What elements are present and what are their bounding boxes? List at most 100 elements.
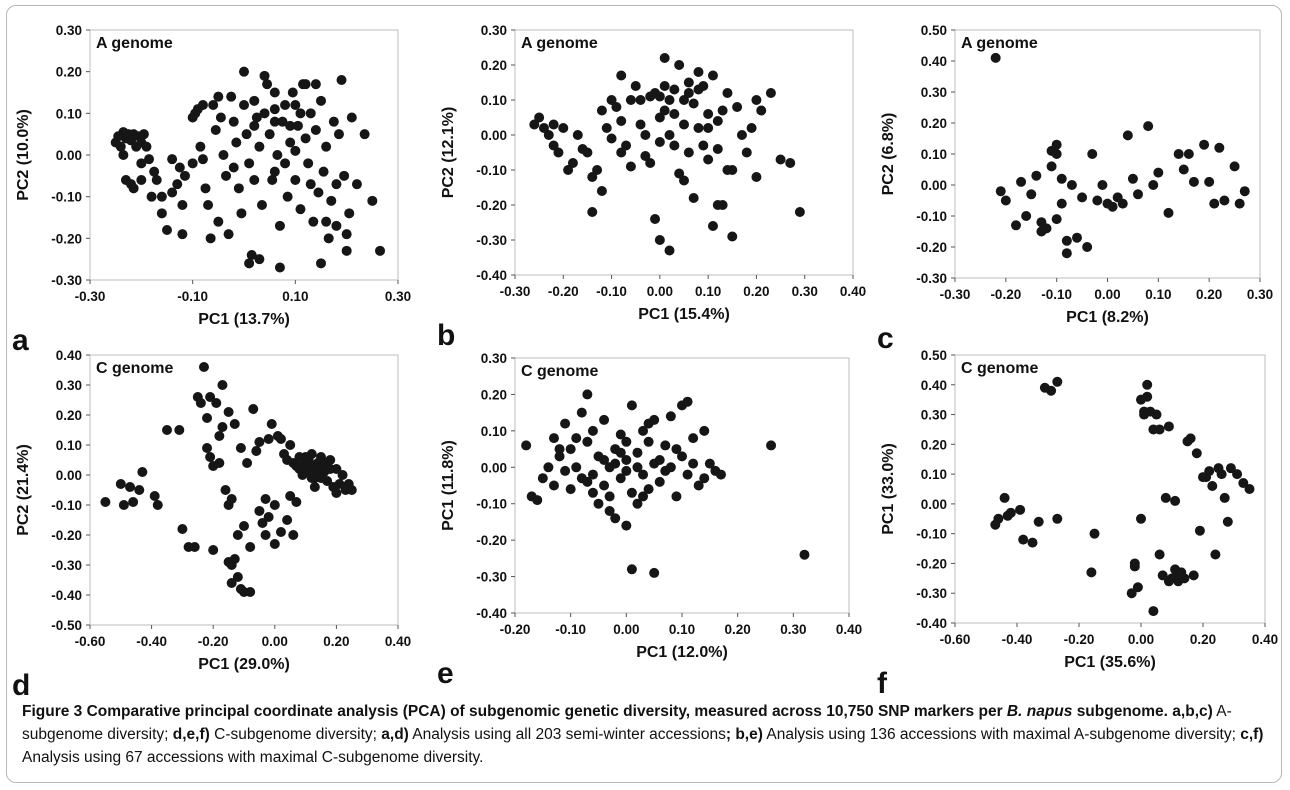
y-tick-label: -0.10 <box>916 527 947 542</box>
data-point <box>309 482 320 492</box>
data-point <box>1127 173 1138 184</box>
data-point <box>287 87 298 98</box>
data-point <box>266 419 277 429</box>
data-point <box>115 141 126 152</box>
y-tick-label: 0.10 <box>921 467 947 482</box>
data-point <box>1092 195 1103 206</box>
x-tick-label: 0.10 <box>282 289 308 304</box>
data-point <box>1142 391 1153 402</box>
data-point <box>313 187 324 198</box>
data-point <box>331 220 342 231</box>
y-tick-label: -0.40 <box>51 588 82 603</box>
y-tick-label: 0.20 <box>921 437 947 452</box>
data-point <box>277 116 288 127</box>
data-point <box>205 392 216 402</box>
figure-caption: Figure 3 Comparative principal coordinat… <box>22 700 1277 769</box>
data-point <box>1194 525 1205 536</box>
data-point <box>1005 507 1016 518</box>
data-point <box>638 469 649 480</box>
y-tick-label: 0.10 <box>921 147 947 162</box>
y-tick-label: 0.10 <box>481 93 507 108</box>
data-point <box>621 465 632 476</box>
data-point <box>659 105 670 116</box>
data-point <box>218 150 229 160</box>
data-point <box>703 109 714 119</box>
data-point <box>722 88 733 98</box>
x-tick-label: 0.20 <box>725 622 751 637</box>
data-point <box>305 108 316 119</box>
y-tick-label: 0.30 <box>921 408 947 423</box>
data-point <box>197 100 208 110</box>
x-tick-label: -0.20 <box>500 622 531 637</box>
data-point <box>741 147 752 158</box>
data-point <box>249 175 260 185</box>
panel-title: A genome <box>961 35 1038 52</box>
data-point <box>990 52 1001 63</box>
data-point <box>205 452 216 462</box>
data-point <box>137 467 148 477</box>
data-point <box>643 436 654 447</box>
data-point <box>334 479 345 489</box>
data-point <box>259 70 270 81</box>
data-point <box>179 170 190 181</box>
data-point <box>280 100 291 110</box>
y-tick-label: -0.30 <box>916 271 947 286</box>
data-point <box>156 191 167 202</box>
data-point <box>1178 164 1189 175</box>
data-point <box>1188 570 1199 581</box>
data-point <box>177 229 188 240</box>
y-tick-label: -0.10 <box>476 497 507 512</box>
data-point <box>275 527 286 537</box>
data-point <box>223 229 234 240</box>
data-point <box>688 98 699 109</box>
data-point <box>221 170 232 181</box>
data-point <box>712 116 723 126</box>
data-point <box>640 151 651 161</box>
data-point <box>1046 161 1057 172</box>
data-point <box>146 191 157 202</box>
data-point <box>683 77 694 88</box>
data-point <box>746 123 757 133</box>
pca-panel-c: -0.30 -0.20 -0.10 0.00 0.10 0.20 0.30 0.40 0.50 -… <box>877 23 1273 355</box>
data-point <box>249 95 260 106</box>
data-point <box>625 161 636 172</box>
data-point <box>223 407 234 417</box>
data-point <box>310 125 321 135</box>
data-point <box>228 162 239 173</box>
data-point <box>736 130 747 140</box>
data-point <box>189 542 200 552</box>
data-point <box>1021 211 1032 221</box>
data-point <box>149 491 160 501</box>
data-point <box>303 455 314 465</box>
data-point <box>300 133 311 144</box>
data-point <box>1133 189 1143 200</box>
x-axis-label: PC1 (12.0%) <box>636 644 728 661</box>
data-point <box>794 207 805 217</box>
data-point <box>259 108 270 119</box>
data-point <box>587 207 598 217</box>
data-point <box>751 172 762 182</box>
data-point <box>722 165 733 175</box>
data-point <box>239 100 249 110</box>
data-point <box>621 520 632 531</box>
x-tick-label: 0.20 <box>323 634 349 649</box>
data-point <box>1219 492 1230 503</box>
y-tick-label: 0.20 <box>921 116 947 131</box>
data-point <box>1129 561 1140 572</box>
data-point <box>521 440 532 451</box>
data-point <box>321 141 332 152</box>
data-point <box>233 183 244 194</box>
data-point <box>534 112 545 123</box>
y-tick-label: 0.50 <box>921 23 947 38</box>
data-point <box>554 451 565 462</box>
data-point <box>1026 189 1037 200</box>
data-point <box>626 564 637 575</box>
data-point <box>1244 484 1255 494</box>
data-point <box>339 170 350 181</box>
data-point <box>246 250 257 260</box>
y-tick-label: 0.20 <box>56 408 82 423</box>
data-point <box>220 485 231 495</box>
data-point <box>606 133 617 144</box>
data-point <box>274 262 285 273</box>
x-tick-label: -0.30 <box>500 284 531 299</box>
